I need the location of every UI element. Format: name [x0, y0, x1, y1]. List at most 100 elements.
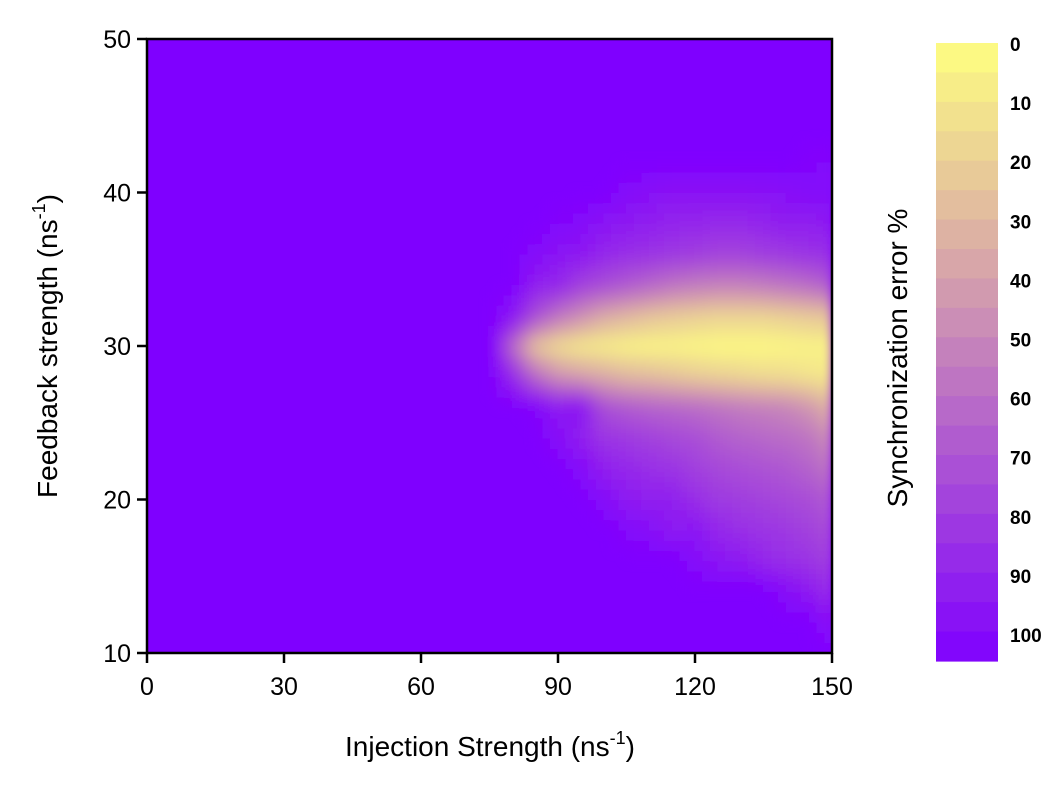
heatmap-cell [587, 345, 597, 357]
heatmap-cell [785, 478, 795, 490]
heatmap-cell [732, 406, 742, 419]
heatmap-cell [610, 458, 620, 470]
heatmap-cell [732, 222, 742, 234]
heatmap-cell [565, 478, 574, 490]
heatmap-cell [793, 601, 803, 613]
heatmap-cell [679, 539, 688, 552]
heatmap-cell [580, 396, 589, 408]
heatmap-cell [626, 447, 635, 460]
heatmap-cell [633, 294, 643, 306]
heatmap-cell [565, 325, 574, 337]
heatmap-cell [694, 243, 704, 255]
heatmap-cell [816, 161, 825, 173]
heatmap-cell [785, 355, 795, 367]
heatmap-cell [671, 181, 681, 193]
heatmap-cell [732, 263, 742, 275]
heatmap-cell [770, 386, 780, 398]
heatmap-cell [823, 478, 832, 490]
heatmap-cell [572, 355, 582, 367]
heatmap-cell [549, 406, 559, 419]
heatmap-cell [679, 376, 688, 388]
heatmap-cell [549, 284, 559, 296]
heatmap-cell [808, 232, 818, 245]
heatmap-cell [717, 345, 726, 357]
heatmap-cell [801, 273, 810, 286]
heatmap-cell [557, 345, 567, 357]
heatmap-cell [603, 437, 612, 449]
heatmap-cell [785, 181, 795, 193]
heatmap-cell [816, 355, 825, 367]
heatmap-cell [641, 437, 650, 449]
heatmap-cell [816, 314, 825, 327]
heatmap-cell [557, 222, 567, 234]
colorbar-tick-label: 80 [1010, 508, 1031, 529]
heatmap-cell [755, 345, 764, 357]
heatmap-cell [610, 406, 620, 419]
heatmap-cell [755, 488, 764, 500]
colorbar-band [936, 278, 998, 309]
heatmap-cell [747, 345, 757, 357]
heatmap-cell [633, 181, 643, 193]
heatmap-cell [527, 365, 536, 378]
heatmap-cell [656, 519, 666, 531]
heatmap-cell [694, 570, 704, 582]
heatmap-cell [664, 529, 673, 541]
heatmap-cell [565, 447, 574, 460]
heatmap-cell [724, 243, 734, 255]
heatmap-cell [747, 499, 757, 511]
heatmap-cell [671, 314, 681, 327]
heatmap-cell [686, 488, 696, 500]
heatmap-cell [580, 345, 589, 357]
heatmap-cell [511, 273, 521, 286]
heatmap-cell [511, 376, 521, 388]
heatmap-cell [618, 192, 627, 204]
heatmap-cell [785, 417, 795, 429]
heatmap-cell [572, 458, 582, 470]
heatmap-cell [778, 294, 787, 306]
heatmap-cell [603, 519, 612, 531]
heatmap-cell [633, 396, 643, 408]
heatmap-cell [572, 468, 582, 480]
heatmap-cell [610, 335, 620, 347]
heatmap-cell [808, 611, 818, 623]
heatmap-cell [686, 294, 696, 306]
heatmap-cell [717, 273, 726, 286]
heatmap-cell [557, 468, 567, 480]
heatmap-cell [801, 314, 810, 327]
heatmap-cell [641, 386, 650, 398]
heatmap-cell [641, 243, 650, 255]
heatmap-cell [534, 376, 544, 388]
heatmap-cell [717, 192, 726, 204]
heatmap-cell [587, 314, 597, 327]
heatmap-cell [823, 192, 832, 204]
heatmap-cell [626, 284, 635, 296]
heatmap-cell [671, 365, 681, 378]
heatmap-cell [747, 314, 757, 327]
heatmap-cell [626, 263, 635, 275]
heatmap-cell [549, 365, 559, 378]
heatmap-cell [565, 212, 574, 224]
heatmap-cell [664, 202, 673, 214]
heatmap-cell [808, 376, 818, 388]
heatmap-cell [747, 468, 757, 480]
heatmap-cell [717, 560, 726, 572]
heatmap-cell [648, 417, 658, 429]
heatmap-cell [557, 396, 567, 408]
heatmap-cell [808, 601, 818, 613]
heatmap-cell [702, 355, 711, 367]
heatmap-cell [664, 284, 673, 296]
heatmap-cell [717, 437, 726, 449]
heatmap-cell [519, 243, 529, 255]
heatmap-cell [755, 427, 764, 439]
heatmap-cell [702, 458, 711, 470]
heatmap-cell [610, 263, 620, 275]
heatmap-cell [549, 417, 559, 429]
heatmap-cell [580, 314, 589, 327]
heatmap-cell [519, 355, 529, 367]
heatmap-cell [511, 345, 521, 357]
heatmap-cell [694, 417, 704, 429]
heatmap-cell [656, 355, 666, 367]
colorbar-band [936, 484, 998, 515]
heatmap-cell [785, 509, 795, 521]
heatmap-cell [770, 570, 780, 582]
